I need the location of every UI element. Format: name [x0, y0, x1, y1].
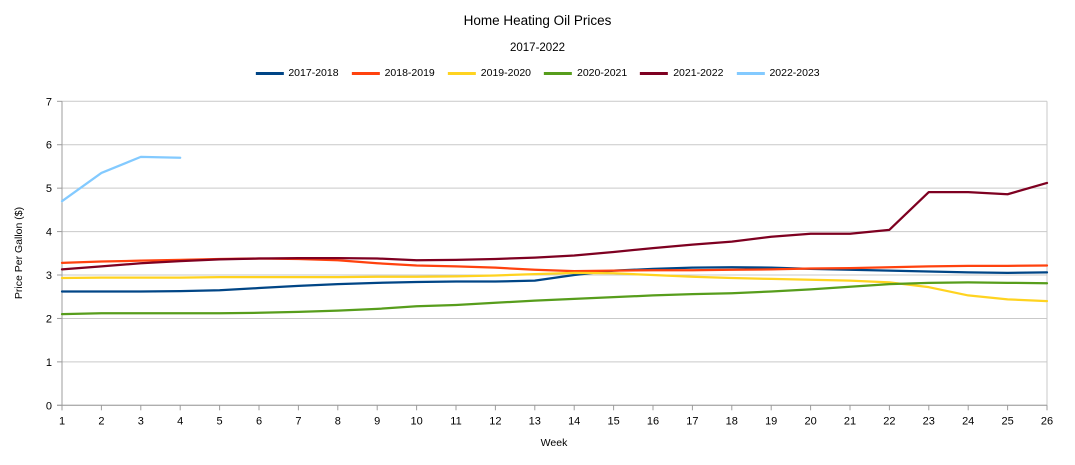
x-tick-label-4: 4	[177, 415, 183, 427]
legend-swatch-2018-2019	[351, 71, 380, 75]
y-tick-label-6: 6	[46, 140, 52, 152]
legend-label-2020-2021: 2020-2021	[577, 67, 628, 79]
legend-swatch-2022-2023	[736, 71, 765, 75]
legend-item-2020-2021: 2020-2021	[544, 67, 627, 79]
x-tick-label-5: 5	[217, 415, 223, 427]
y-tick-label-1: 1	[46, 357, 52, 369]
x-tick-label-9: 9	[374, 415, 380, 427]
x-tick-label-3: 3	[138, 415, 144, 427]
series-line-2020-2021	[60, 281, 1049, 316]
legend-item-2021-2022: 2021-2022	[640, 67, 723, 79]
x-tick-label-1: 1	[59, 415, 65, 427]
x-tick-label-18: 18	[726, 415, 738, 427]
y-tick-label-4: 4	[46, 227, 52, 239]
legend-label-2019-2020: 2019-2020	[480, 67, 531, 79]
x-tick-label-2: 2	[98, 415, 104, 427]
legend-item-2017-2018: 2017-2018	[255, 67, 339, 79]
x-tick-label-13: 13	[529, 415, 541, 427]
x-tick-label-23: 23	[923, 415, 935, 427]
legend-swatch-2020-2021	[544, 71, 572, 75]
legend-swatch-2019-2020	[447, 71, 476, 75]
legend-item-2018-2019: 2018-2019	[351, 67, 435, 79]
legend-label-2017-2018: 2017-2018	[288, 67, 339, 79]
y-tick-label-7: 7	[46, 96, 52, 108]
x-tick-label-10: 10	[410, 415, 422, 427]
x-tick-label-6: 6	[256, 415, 262, 427]
legend-swatch-2017-2018	[255, 71, 284, 75]
x-tick-label-12: 12	[489, 415, 501, 427]
x-tick-label-11: 11	[450, 415, 461, 427]
legend-item-2019-2020: 2019-2020	[447, 67, 531, 79]
x-tick-label-7: 7	[295, 415, 301, 427]
series-line-2022-2023	[60, 155, 182, 203]
legend-swatch-2021-2022	[640, 71, 669, 75]
chart-title: Home Heating Oil Prices	[463, 13, 612, 28]
y-tick-label-0: 0	[46, 400, 52, 412]
x-tick-label-25: 25	[1001, 415, 1013, 427]
x-tick-label-14: 14	[568, 415, 580, 427]
legend-label-2018-2019: 2018-2019	[384, 67, 435, 79]
x-tick-label-16: 16	[647, 415, 659, 427]
y-tick-label-3: 3	[46, 270, 52, 282]
x-tick-label-17: 17	[686, 415, 698, 427]
x-tick-label-19: 19	[765, 415, 777, 427]
x-axis-title: Week	[540, 437, 568, 449]
x-tick-label-24: 24	[962, 415, 974, 427]
series-line-2017-2018	[60, 266, 1049, 293]
x-tick-label-22: 22	[883, 415, 895, 427]
legend-item-2022-2023: 2022-2023	[736, 67, 820, 79]
legend-label-2021-2022: 2021-2022	[673, 67, 724, 79]
chart-legend: 2017-2018 2018-2019 2019-2020 2020-2021 2021…	[255, 67, 820, 79]
series-line-2019-2020	[60, 271, 1049, 303]
y-tick-label-2: 2	[46, 313, 52, 325]
y-tick-label-5: 5	[46, 183, 52, 195]
legend-label-2022-2023: 2022-2023	[769, 67, 820, 79]
x-tick-label-26: 26	[1041, 415, 1053, 427]
chart-subtitle: 2017-2022	[510, 42, 565, 54]
x-tick-label-20: 20	[804, 415, 816, 427]
x-tick-label-8: 8	[335, 415, 341, 427]
series-line-2021-2022	[60, 181, 1049, 271]
x-tick-label-15: 15	[607, 415, 619, 427]
x-tick-label-21: 21	[844, 415, 856, 427]
